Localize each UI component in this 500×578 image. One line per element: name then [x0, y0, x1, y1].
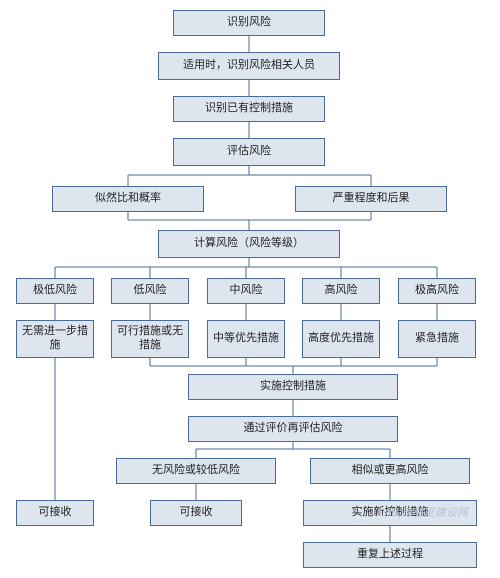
flow-node-n17: 紧急措施 [398, 320, 476, 358]
watermark-text: LAB 实验室建设网 [378, 504, 468, 520]
flow-node-n8: 极低风险 [16, 278, 94, 304]
flow-node-n19: 通过评价再评估风险 [188, 416, 398, 442]
flow-node-n2: 适用时，识别风险相关人员 [158, 52, 340, 80]
flow-node-n20: 无风险或较低风险 [116, 458, 276, 484]
flow-node-n21: 相似或更高风险 [310, 458, 470, 484]
flow-node-n11: 高风险 [302, 278, 380, 304]
flow-node-n5: 似然比和概率 [52, 186, 204, 212]
flow-node-n14: 可行措施或无措施 [111, 320, 189, 358]
flow-node-n22: 可接收 [16, 500, 94, 526]
flow-node-n9: 低风险 [111, 278, 189, 304]
flow-node-n10: 中风险 [207, 278, 285, 304]
flow-node-n18: 实施控制措施 [188, 374, 398, 400]
flow-node-n1: 识别风险 [173, 10, 325, 36]
flow-node-n4: 评估风险 [173, 138, 325, 166]
flow-node-n23: 可接收 [150, 500, 242, 526]
flow-node-n13: 无需进一步措施 [16, 320, 94, 358]
flow-node-n15: 中等优先措施 [207, 320, 285, 358]
flow-node-n3: 识别已有控制措施 [173, 96, 325, 122]
flow-node-n25: 重复上述过程 [303, 542, 477, 568]
flow-node-n6: 严重程度和后果 [295, 186, 447, 212]
flow-node-n7: 计算风险（风险等级） [158, 230, 340, 258]
flow-node-n16: 高度优先措施 [302, 320, 380, 358]
flow-node-n12: 极高风险 [398, 278, 476, 304]
